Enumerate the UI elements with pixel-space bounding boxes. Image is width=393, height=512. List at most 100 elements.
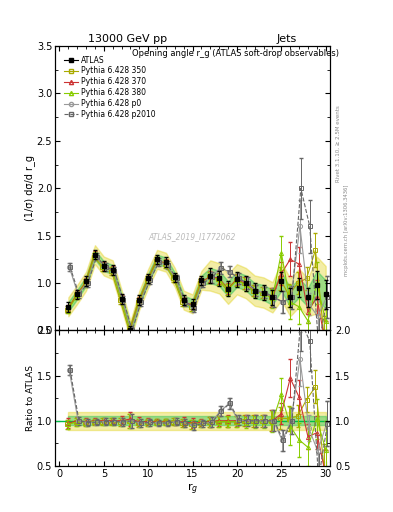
Pythia 6.428 p0 — [289, 294, 294, 301]
Pythia 6.428 350 — [198, 280, 202, 286]
Pythia 6.428 350 — [251, 288, 256, 294]
Pythia 6.428 p0 — [138, 299, 143, 305]
Pythia 6.428 p2010 — [68, 264, 72, 270]
Pythia 6.428 350 — [207, 274, 211, 281]
Pythia 6.428 370 — [270, 294, 275, 301]
Pythia 6.428 p0 — [235, 275, 240, 282]
Pythia 6.428 370 — [252, 288, 257, 294]
Pythia 6.428 380 — [137, 299, 142, 305]
Pythia 6.428 370 — [155, 257, 160, 263]
Pythia 6.428 p2010 — [148, 277, 152, 283]
Pythia 6.428 p2010 — [325, 294, 330, 301]
Pythia 6.428 380 — [306, 318, 310, 324]
Pythia 6.428 350 — [286, 292, 291, 298]
Pythia 6.428 380 — [66, 307, 71, 313]
Pythia 6.428 p0 — [111, 268, 116, 274]
Pythia 6.428 p0 — [324, 294, 329, 301]
Pythia 6.428 p2010 — [236, 275, 241, 282]
Pythia 6.428 380 — [181, 299, 186, 305]
Pythia 6.428 p2010 — [219, 265, 223, 271]
Pythia 6.428 380 — [93, 252, 97, 259]
Pythia 6.428 350 — [153, 258, 158, 264]
Pythia 6.428 p2010 — [130, 327, 134, 333]
Pythia 6.428 p0 — [67, 264, 72, 270]
Pythia 6.428 p0 — [315, 313, 320, 319]
Line: Pythia 6.428 p2010: Pythia 6.428 p2010 — [68, 186, 330, 347]
Pythia 6.428 380 — [217, 276, 222, 282]
Pythia 6.428 p0 — [244, 280, 249, 286]
Pythia 6.428 350 — [145, 277, 149, 283]
Y-axis label: Ratio to ATLAS: Ratio to ATLAS — [26, 365, 35, 431]
Pythia 6.428 p2010 — [201, 280, 206, 286]
Pythia 6.428 350 — [189, 304, 194, 310]
Pythia 6.428 350 — [224, 287, 229, 293]
Pythia 6.428 370 — [261, 289, 266, 295]
Pythia 6.428 350 — [322, 337, 327, 343]
Pythia 6.428 350 — [64, 307, 69, 313]
Pythia 6.428 350 — [162, 261, 167, 267]
Line: Pythia 6.428 p0: Pythia 6.428 p0 — [67, 224, 329, 333]
Pythia 6.428 380 — [261, 290, 266, 296]
Pythia 6.428 350 — [277, 275, 282, 282]
Pythia 6.428 p2010 — [156, 259, 161, 265]
Pythia 6.428 350 — [296, 280, 300, 286]
Pythia 6.428 380 — [101, 264, 106, 270]
Pythia 6.428 350 — [109, 268, 114, 274]
Pythia 6.428 380 — [84, 280, 88, 286]
Y-axis label: (1/σ) dσ/d r_g: (1/σ) dσ/d r_g — [24, 155, 35, 221]
Pythia 6.428 p2010 — [228, 269, 232, 275]
Pythia 6.428 370 — [288, 257, 292, 263]
Pythia 6.428 p0 — [165, 262, 169, 268]
Pythia 6.428 350 — [171, 275, 176, 282]
Pythia 6.428 p2010 — [307, 223, 312, 229]
Pythia 6.428 p2010 — [263, 289, 268, 295]
Pythia 6.428 p0 — [227, 269, 231, 275]
Pythia 6.428 p0 — [218, 265, 222, 271]
Pythia 6.428 380 — [208, 274, 213, 281]
Pythia 6.428 p0 — [298, 223, 302, 229]
Pythia 6.428 p0 — [156, 259, 160, 265]
Pythia 6.428 380 — [270, 295, 275, 302]
Pythia 6.428 350 — [100, 264, 105, 270]
Pythia 6.428 370 — [235, 276, 239, 282]
Pythia 6.428 380 — [323, 318, 328, 324]
Pythia 6.428 350 — [127, 327, 132, 333]
Pythia 6.428 p0 — [102, 264, 107, 270]
Pythia 6.428 380 — [155, 258, 160, 264]
Pythia 6.428 380 — [119, 297, 124, 303]
Pythia 6.428 370 — [226, 286, 230, 292]
Pythia 6.428 380 — [226, 287, 230, 293]
Pythia 6.428 370 — [110, 267, 115, 273]
Pythia 6.428 p2010 — [86, 280, 90, 286]
Pythia 6.428 370 — [199, 279, 204, 285]
Pythia 6.428 p0 — [147, 277, 151, 283]
Text: Rivet 3.1.10, ≥ 2.5M events: Rivet 3.1.10, ≥ 2.5M events — [336, 105, 341, 182]
Pythia 6.428 p0 — [209, 274, 213, 281]
Pythia 6.428 350 — [233, 277, 238, 283]
Pythia 6.428 370 — [173, 275, 177, 282]
Pythia 6.428 p2010 — [290, 294, 294, 301]
Pythia 6.428 380 — [279, 250, 284, 256]
Pythia 6.428 p2010 — [210, 274, 215, 281]
Pythia 6.428 380 — [190, 304, 195, 310]
Pythia 6.428 350 — [260, 289, 264, 295]
Pythia 6.428 380 — [243, 282, 248, 288]
Pythia 6.428 380 — [110, 268, 115, 274]
Pythia 6.428 p2010 — [183, 299, 188, 305]
Pythia 6.428 p2010 — [272, 294, 277, 301]
Pythia 6.428 p2010 — [316, 342, 321, 348]
Pythia 6.428 350 — [304, 275, 309, 282]
Pythia 6.428 370 — [217, 275, 222, 282]
Pythia 6.428 370 — [93, 251, 97, 258]
Pythia 6.428 p2010 — [112, 268, 117, 274]
Pythia 6.428 370 — [306, 308, 310, 314]
Pythia 6.428 p0 — [76, 291, 81, 297]
Pythia 6.428 p2010 — [245, 280, 250, 286]
Pythia 6.428 p0 — [271, 294, 275, 301]
Pythia 6.428 350 — [242, 280, 247, 286]
Pythia 6.428 p0 — [191, 305, 196, 311]
Pythia 6.428 380 — [314, 280, 319, 286]
Text: Opening angle r_g (ATLAS soft-drop observables): Opening angle r_g (ATLAS soft-drop obser… — [132, 49, 339, 58]
Pythia 6.428 p2010 — [121, 297, 126, 303]
Pythia 6.428 p2010 — [139, 299, 143, 305]
